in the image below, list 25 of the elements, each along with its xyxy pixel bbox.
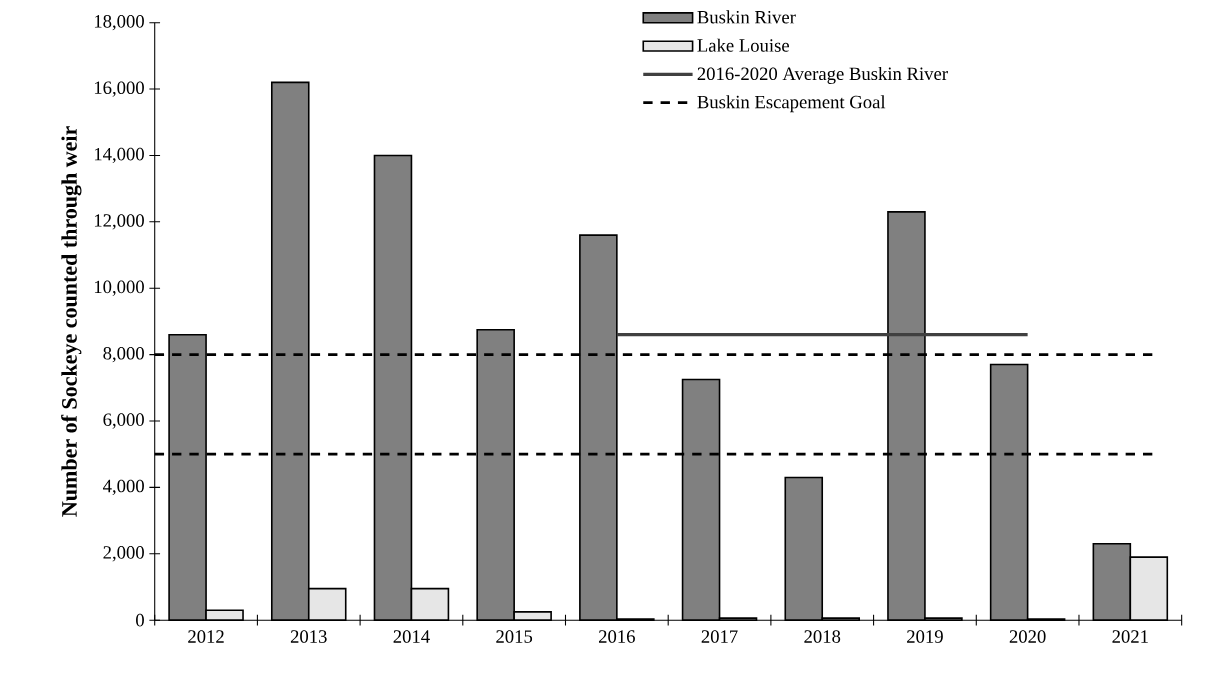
y-tick-label: 0 — [136, 613, 144, 627]
legend-label: Lake Louise — [697, 38, 789, 52]
y-tick-label: 18,000 — [94, 14, 144, 31]
x-tick-label: 2014 — [393, 630, 430, 643]
y-tick-label: 8,000 — [103, 346, 144, 363]
y-tick-label: 14,000 — [94, 147, 144, 163]
y-tick-label: 4,000 — [103, 479, 144, 495]
legend-label: Buskin Escapement Goal — [697, 95, 886, 113]
y-tick-label: 10,000 — [94, 280, 144, 296]
x-tick-label: 2015 — [496, 630, 533, 643]
x-tick-label: 2016 — [598, 630, 635, 643]
x-tick-label: 2018 — [804, 630, 841, 643]
x-tick-label: 2020 — [1009, 630, 1046, 643]
x-tick-label: 2019 — [907, 630, 943, 643]
x-tick-label: 2021 — [1112, 630, 1148, 643]
legend-label: 2016-2020 Average Buskin River — [697, 66, 948, 84]
y-tick-label: 16,000 — [94, 81, 144, 97]
y-tick-label: 2,000 — [103, 546, 144, 562]
y-tick-label: 12,000 — [94, 214, 144, 230]
x-tick-label: 2012 — [188, 630, 224, 643]
legend-label: Buskin River — [697, 10, 796, 24]
y-axis-title: Number of Sockeye counted through weir — [61, 126, 82, 517]
y-tick-label: 6,000 — [103, 413, 144, 429]
x-tick-label: 2013 — [290, 630, 327, 643]
x-tick-label: 2017 — [701, 630, 738, 643]
